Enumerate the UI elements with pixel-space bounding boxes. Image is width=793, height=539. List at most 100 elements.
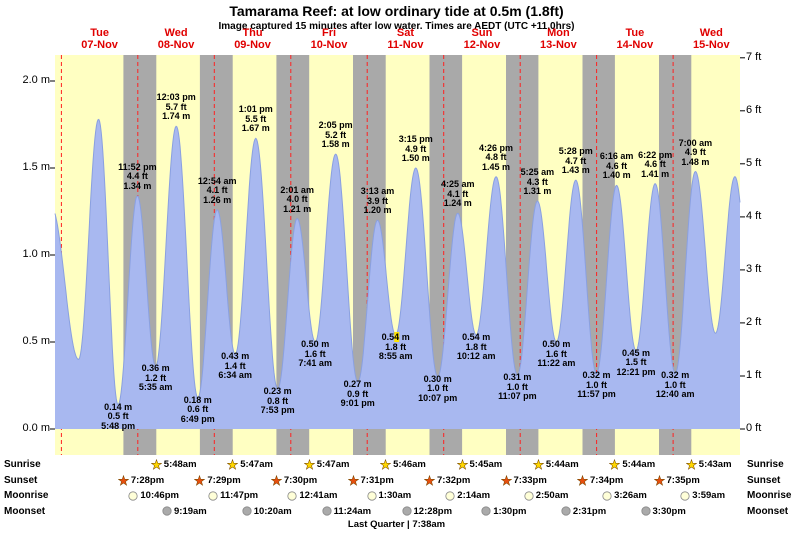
day-label: Wed 15-Nov xyxy=(692,27,730,51)
y-axis-label-metres: 1.0 m xyxy=(22,248,50,260)
moonset-time: 3:30pm xyxy=(652,505,686,517)
moonrise-marker: 2:14am xyxy=(445,489,490,502)
sunrise-marker: 5:47am xyxy=(227,458,273,471)
low-tide-annotation: 0.27 m 0.9 ft 9:01 pm xyxy=(340,379,375,408)
moonrise-marker: 11:47pm xyxy=(208,489,258,502)
moonrise-moon-icon xyxy=(128,490,138,501)
sunrise-marker: 5:43am xyxy=(685,458,732,471)
moonrise-row-label-left: Moonrise xyxy=(4,490,49,501)
day-label: Sun 12-Nov xyxy=(463,27,501,51)
moonset-moon-icon xyxy=(481,506,491,516)
moonset-time: 10:20am xyxy=(253,505,292,517)
moonrise-moon-icon xyxy=(524,490,534,501)
moonset-time: 1:30pm xyxy=(493,505,527,517)
sunrise-time: 5:48am xyxy=(163,459,197,470)
moonset-time: 12:28pm xyxy=(413,505,453,517)
low-tide-annotation: 0.14 m 0.5 ft 5:48 pm xyxy=(101,401,136,431)
day-label: Wed 08-Nov xyxy=(157,27,195,51)
tide-area xyxy=(55,119,740,430)
low-tide-annotation: 0.43 m 1.4 ft 6:34 am xyxy=(218,351,252,381)
sunset-star-icon xyxy=(194,474,206,486)
sunset-marker: 7:35pm xyxy=(653,474,700,487)
moonset-row-label-left: Moonset xyxy=(4,505,46,517)
sunset-marker: 7:30pm xyxy=(270,474,317,487)
moonset-marker: 3:30pm xyxy=(640,505,686,518)
moonrise-time: 10:46pm xyxy=(140,490,179,501)
high-tide-annotation: 7:00 am 4.9 ft 1.48 m xyxy=(678,137,713,167)
moonrise-marker: 12:41am xyxy=(287,489,337,502)
moonset-moon-icon xyxy=(242,506,252,516)
moonset-moon-icon xyxy=(640,506,651,516)
sunrise-marker: 5:44am xyxy=(532,458,579,471)
y-axis-label-feet: 6 ft xyxy=(746,103,762,116)
moonrise-moon-icon xyxy=(602,490,612,501)
moonrise-marker: 3:59am xyxy=(680,489,725,502)
sunrise-star-icon xyxy=(227,459,239,470)
sunset-marker: 7:32pm xyxy=(424,474,470,487)
moonset-time: 9:19am xyxy=(174,505,207,517)
sunrise-time: 5:44am xyxy=(622,459,656,470)
moonrise-marker: 1:30am xyxy=(366,489,411,502)
y-axis-label-feet: 5 ft xyxy=(746,156,762,169)
moonset-marker: 12:28pm xyxy=(401,505,453,518)
sunset-star-icon xyxy=(500,474,512,486)
y-axis-label-feet: 2 ft xyxy=(746,315,762,328)
moonset-marker: 1:30pm xyxy=(481,505,526,518)
page-title: Tamarama Reef: at low ordinary tide at 0… xyxy=(229,3,564,19)
low-tide-annotation: 0.54 m 1.8 ft 8:55 am xyxy=(378,332,413,361)
sunrise-marker: 5:44am xyxy=(609,458,655,471)
sunset-time: 7:31pm xyxy=(360,474,394,486)
moonset-moon-icon xyxy=(401,506,412,516)
moonrise-time: 2:14am xyxy=(457,490,491,501)
day-label: Thu 09-Nov xyxy=(234,27,271,51)
high-tide-annotation: 12:03 pm 5.7 ft 1.74 m xyxy=(156,92,196,122)
sunset-star-icon xyxy=(117,474,129,486)
sunset-time: 7:35pm xyxy=(666,474,700,486)
moonset-time: 2:31pm xyxy=(572,505,607,517)
low-tide-annotation: 0.54 m 1.8 ft 10:12 am xyxy=(456,332,496,361)
low-tide-annotation: 0.23 m 0.8 ft 7:53 pm xyxy=(260,386,295,415)
high-tide-annotation: 5:25 am 4.3 ft 1.31 m xyxy=(520,167,555,197)
moonset-moon-icon xyxy=(321,506,332,516)
low-tide-annotation: 0.50 m 1.6 ft 7:41 am xyxy=(298,339,332,368)
current-tide-highlight: 4 xyxy=(394,332,400,342)
moonset-row-label-right: Moonset xyxy=(747,505,789,517)
day-label: Tue 14-Nov xyxy=(616,27,654,51)
sunrise-time: 5:46am xyxy=(393,459,426,470)
moonrise-time: 3:26am xyxy=(614,490,647,501)
sunset-time: 7:32pm xyxy=(437,474,471,486)
sunrise-time: 5:47am xyxy=(316,459,350,470)
low-tide-annotation: 0.32 m 1.0 ft 11:57 pm xyxy=(577,370,616,400)
y-axis-label-metres: 1.5 m xyxy=(22,161,50,173)
high-tide-annotation: 3:15 pm 4.9 ft 1.50 m xyxy=(398,134,433,163)
sunrise-star-icon xyxy=(380,459,392,470)
sunrise-star-icon xyxy=(685,459,697,470)
moonset-marker: 11:24am xyxy=(321,505,371,518)
sunrise-star-icon xyxy=(609,459,621,470)
sunrise-time: 5:44am xyxy=(545,459,579,470)
moonset-marker: 2:31pm xyxy=(561,505,606,518)
moon-phase-footer: Last Quarter | 7:38am xyxy=(347,519,446,530)
high-tide-annotation: 1:01 pm 5.5 ft 1.67 m xyxy=(238,104,273,134)
sunset-marker: 7:34pm xyxy=(577,474,623,487)
moonrise-moon-icon xyxy=(445,490,455,501)
tide-curve xyxy=(54,118,741,406)
moonrise-marker: 2:50am xyxy=(524,489,568,502)
sunrise-star-icon xyxy=(456,459,468,470)
moonrise-time: 12:41am xyxy=(299,490,338,501)
y-axis-label-metres: 0.5 m xyxy=(22,335,50,347)
high-tide-annotation: 2:05 pm 5.2 ft 1.58 m xyxy=(318,120,353,150)
low-tide-annotation: 0.45 m 1.5 ft 12:21 pm xyxy=(616,347,656,377)
y-axis-label-feet: 3 ft xyxy=(746,262,762,275)
moonrise-moon-icon xyxy=(208,490,218,501)
day-label: Fri 10-Nov xyxy=(310,27,348,51)
sunset-star-icon xyxy=(653,474,665,486)
high-tide-annotation: 2:01 am 4.0 ft 1.21 m xyxy=(280,184,314,214)
sunset-row-label-right: Sunset xyxy=(747,474,781,486)
sunrise-marker: 5:47am xyxy=(303,458,350,471)
moonrise-time: 11:47pm xyxy=(220,490,259,501)
sunrise-star-icon xyxy=(150,459,162,470)
sunset-star-icon xyxy=(270,474,282,486)
